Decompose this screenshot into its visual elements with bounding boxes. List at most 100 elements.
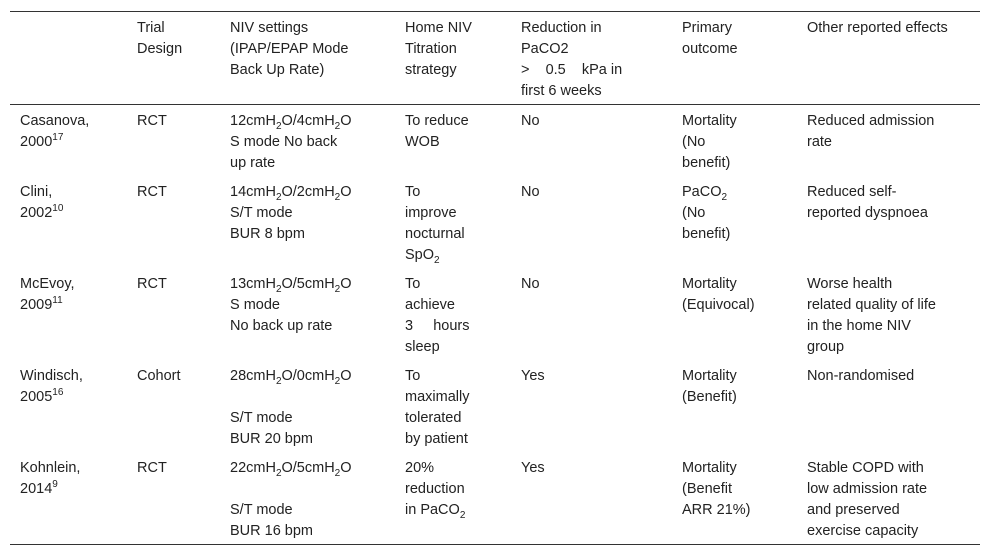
cell-line: No (521, 274, 662, 295)
cell-text: (Benefit) (682, 389, 737, 405)
cell-line: 200911 (20, 295, 117, 316)
cell-line: achieve (405, 295, 501, 316)
cell-text: tolerated (405, 410, 462, 426)
cell-text: low admission rate (807, 481, 928, 497)
table-cell: Casanova, 200017 (10, 105, 127, 177)
cell-line: RCT (137, 274, 210, 295)
table-cell: 12cmH2O/4cmH2O S mode No back up rate (220, 105, 395, 177)
table-row: Casanova, 200017 RCT 12cmH2O/4cmH2O S mode N… (10, 105, 980, 177)
cell-line: Mortality (682, 274, 787, 295)
table-cell: Windisch, 200516 (10, 360, 127, 452)
cell-text: PaCO (682, 184, 722, 200)
cell-line: benefit) (682, 153, 787, 174)
cell-line: 13cmH2O/5cmH2O (230, 274, 385, 295)
cell-line: BUR 16 bpm (230, 521, 385, 542)
header-cell (10, 12, 127, 105)
table-cell: McEvoy, 200911 (10, 268, 127, 360)
cell-text: benefit) (682, 155, 731, 171)
header-cell: NIV settings (IPAP/EPAP Mode Back Up Rate) (220, 12, 395, 105)
cell-text: Kohnlein, (20, 460, 81, 476)
cell-text: WOB (405, 134, 440, 150)
cell-line: nocturnal (405, 224, 501, 245)
cell-line: S/T mode (230, 408, 385, 429)
cell-line: 22cmH2O/5cmH2O (230, 458, 385, 479)
superscript: 10 (52, 203, 64, 215)
table-cell: Reduced self-reported dyspnoea (797, 176, 980, 268)
cell-text: No (521, 113, 540, 129)
superscript: 9 (52, 479, 58, 491)
cell-line: (Equivocal) (682, 295, 787, 316)
table-cell: Reduced admission rate (797, 105, 980, 177)
cell-text: Worse health (807, 276, 893, 292)
cell-line: improve (405, 203, 501, 224)
cell-text: BUR 20 bpm (230, 431, 314, 447)
cell-line: S mode (230, 295, 385, 316)
cell-text: ARR 21%) (682, 502, 751, 518)
table-cell: Mortality (Benefit) (672, 360, 797, 452)
cell-text: in PaCO (405, 502, 460, 518)
cell-line: (Benefit) (682, 387, 787, 408)
cell-line: S/T mode (230, 203, 385, 224)
cell-line: WOB (405, 132, 501, 153)
cell-line: by patient (405, 429, 501, 450)
cell-text: S mode (230, 297, 280, 313)
cell-line: No back up rate (230, 316, 385, 337)
cell-text: (Equivocal) (682, 297, 755, 313)
subscript: 2 (434, 254, 440, 266)
cell-text: rate (807, 134, 832, 150)
header-line: NIV settings (230, 20, 309, 36)
cell-text: 2014 (20, 481, 53, 497)
cell-line: Cohort (137, 366, 210, 387)
cell-line: Mortality (682, 458, 787, 479)
table-cell: Mortality (Benefit ARR 21%) (672, 452, 797, 545)
cell-text: O (340, 368, 352, 384)
cell-text: Yes (521, 368, 545, 384)
cell-line: in the home NIV (807, 316, 970, 337)
cell-text: Yes (521, 460, 545, 476)
subscript: 2 (334, 120, 341, 132)
cell-text: Casanova, (20, 113, 90, 129)
table-cell: To achieve 3 hours sleep (395, 268, 511, 360)
cell-line: 200017 (20, 132, 117, 153)
header-line: Back Up Rate) (230, 62, 325, 78)
cell-text: 20% (405, 460, 435, 476)
table-row: Clini, 200210 RCT 14cmH2O/2cmH2O S/T mode BUR… (10, 176, 980, 268)
cell-line: (No (682, 203, 787, 224)
table-cell: 14cmH2O/2cmH2O S/T mode BUR 8 bpm (220, 176, 395, 268)
cell-line: rate (807, 132, 970, 153)
cell-text: O/5cmH (281, 460, 335, 476)
cell-text: 28cmH (230, 368, 276, 384)
cell-line: group (807, 337, 970, 358)
header-row: Trial Design NIV settings (IPAP/EPAP Mode Ba… (10, 11, 980, 105)
cell-line: ARR 21%) (682, 500, 787, 521)
cell-line: 3 hours (405, 316, 501, 337)
header-cell: Trial Design (127, 12, 220, 105)
table-cell: To reduce WOB (395, 105, 511, 177)
data-table: Trial Design NIV settings (IPAP/EPAP Mode Ba… (10, 11, 980, 545)
cell-line: Kohnlein, (20, 458, 117, 479)
table-cell: Yes (511, 452, 672, 545)
cell-text: RCT (137, 113, 167, 129)
table-cell: 28cmH2O/0cmH2O S/T mode BUR 20 bpm (220, 360, 395, 452)
cell-text: O (340, 460, 352, 476)
cell-line: Casanova, (20, 111, 117, 132)
cell-text: 12cmH (230, 113, 276, 129)
cell-text: RCT (137, 184, 167, 200)
cell-text: Cohort (137, 368, 181, 384)
cell-text: O/4cmH (281, 113, 335, 129)
cell-text: exercise capacity (807, 523, 919, 539)
header-cell: Primary outcome (672, 12, 797, 105)
cell-text: To reduce (405, 113, 469, 129)
cell-text: Mortality (682, 113, 737, 129)
cell-text: O/2cmH (281, 184, 335, 200)
header-line: Trial (137, 20, 165, 36)
cell-line: benefit) (682, 224, 787, 245)
cell-line: 200210 (20, 203, 117, 224)
cell-line: Clini, (20, 182, 117, 203)
cell-text: No back up rate (230, 318, 333, 334)
subscript: 2 (275, 191, 282, 203)
subscript: 2 (275, 120, 282, 132)
cell-text: To (405, 368, 421, 384)
cell-text: O/0cmH (281, 368, 335, 384)
table-cell: Cohort (127, 360, 220, 452)
